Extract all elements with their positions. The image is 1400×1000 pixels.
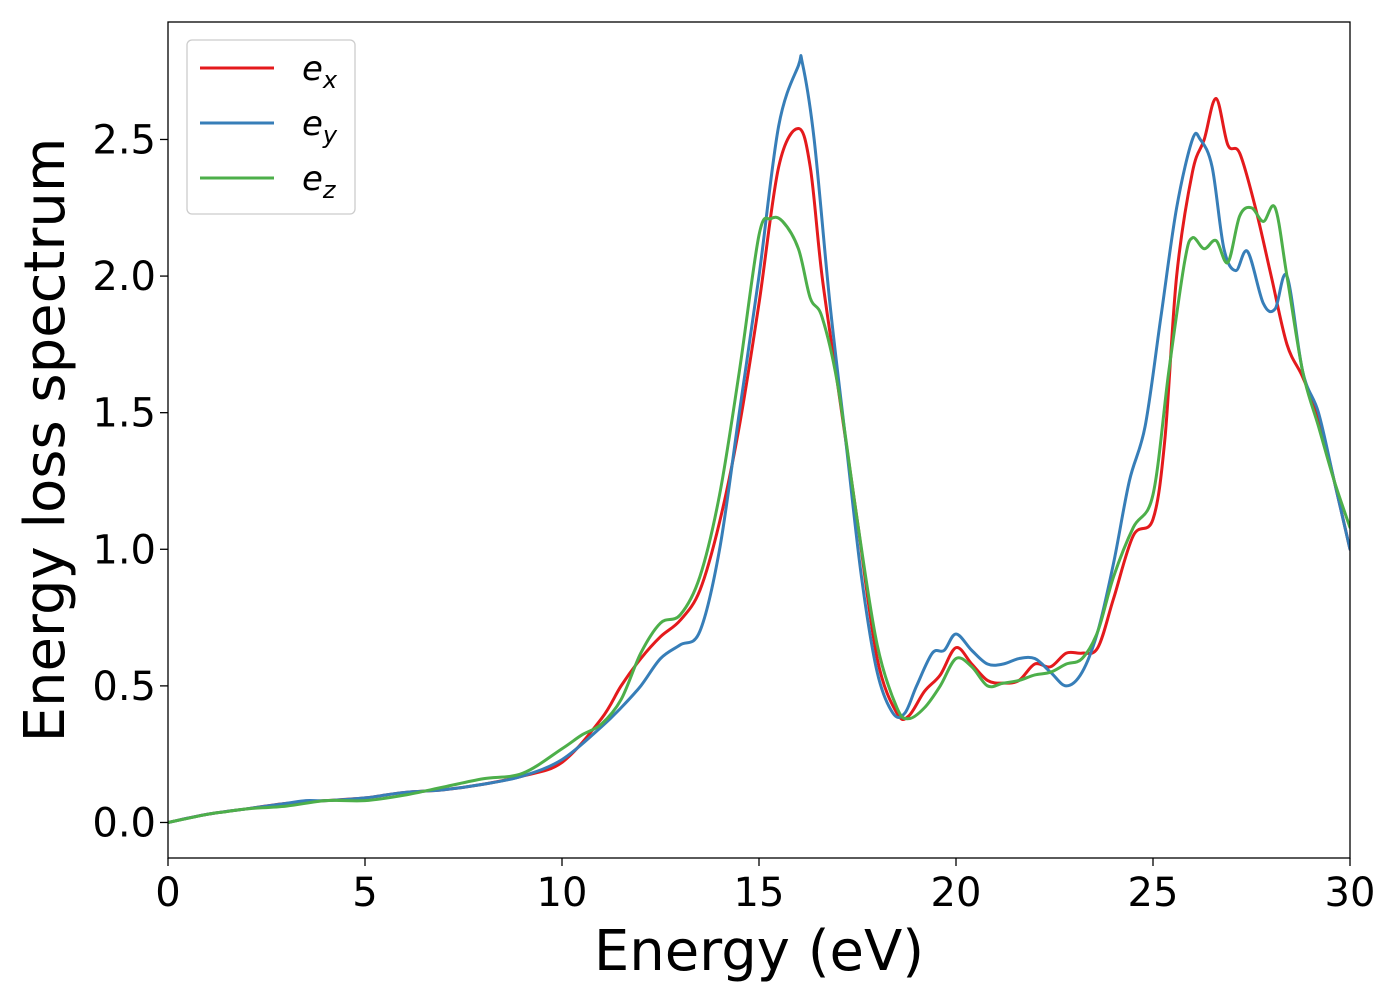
y-axis-label: Energy loss spectrum bbox=[13, 138, 78, 743]
y-tick-label: 2.0 bbox=[92, 254, 156, 300]
x-tick-label: 25 bbox=[1128, 870, 1179, 916]
legend-frame bbox=[186, 39, 356, 215]
x-tick-label: 15 bbox=[734, 870, 785, 916]
x-tick-label: 30 bbox=[1325, 870, 1376, 916]
plot-area bbox=[168, 22, 1350, 858]
x-tick-label: 0 bbox=[155, 870, 180, 916]
x-tick-label: 20 bbox=[931, 870, 982, 916]
x-axis-label: Energy (eV) bbox=[594, 919, 924, 984]
y-axis-ticks: 0.0 0.5 1.0 1.5 2.0 2.5 bbox=[92, 117, 168, 846]
x-tick-label: 5 bbox=[352, 870, 377, 916]
x-tick-label: 10 bbox=[537, 870, 588, 916]
y-tick-label: 1.0 bbox=[92, 527, 156, 573]
y-tick-label: 0.5 bbox=[92, 664, 156, 710]
series-line-ex bbox=[168, 96, 1350, 824]
x-axis-ticks: 0 5 10 15 20 25 30 bbox=[155, 858, 1375, 916]
series-layer bbox=[168, 54, 1350, 824]
y-tick-label: 2.5 bbox=[92, 117, 156, 163]
series-line-ez bbox=[168, 204, 1350, 824]
y-tick-label: 0.0 bbox=[92, 800, 156, 846]
y-tick-label: 1.5 bbox=[92, 391, 156, 437]
